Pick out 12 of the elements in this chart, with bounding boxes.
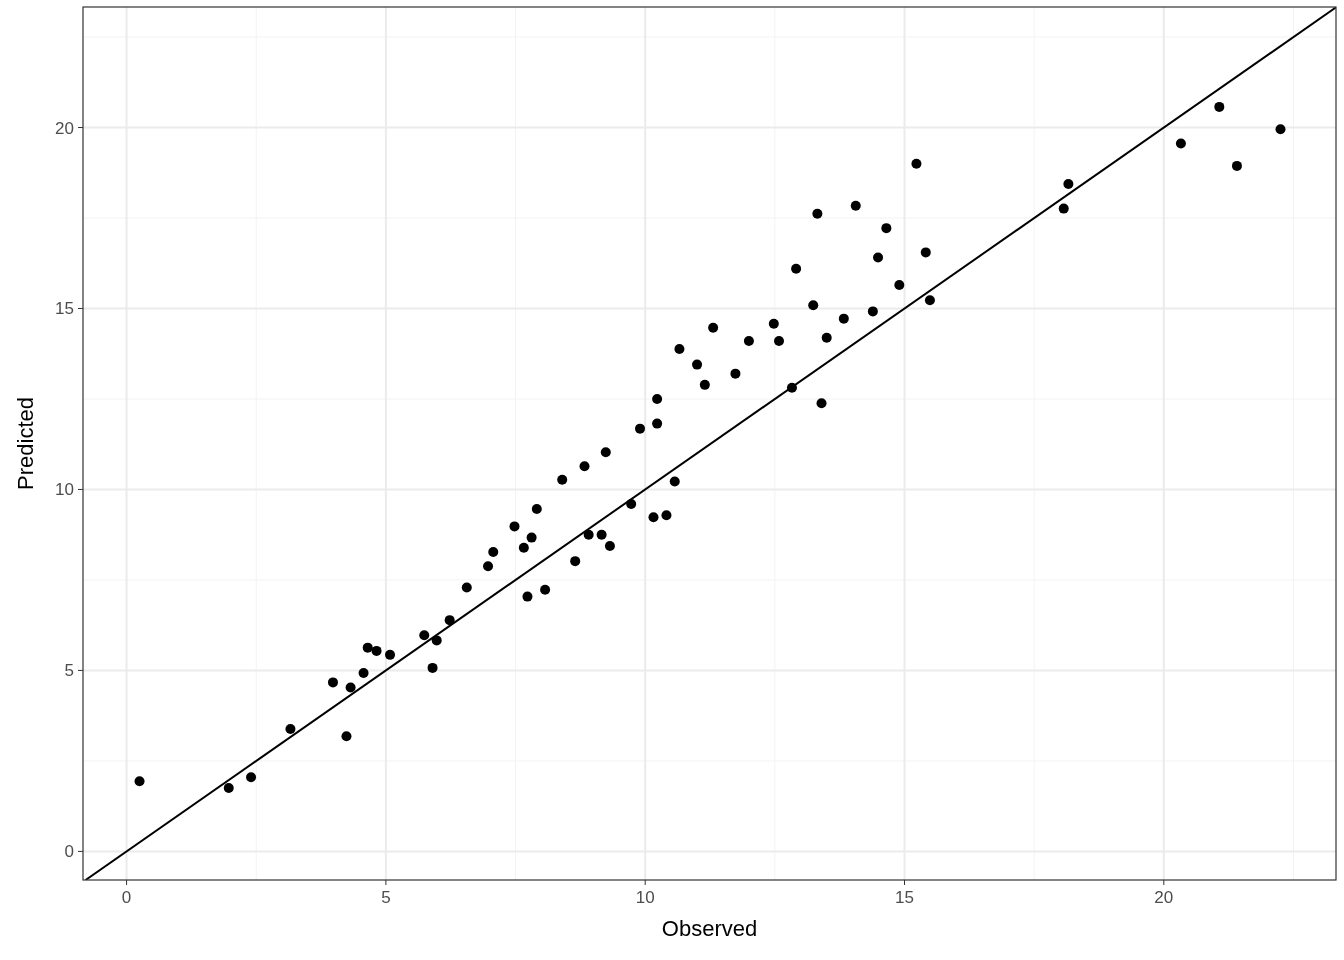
x-tick-label: 0: [121, 888, 132, 907]
y-tick-label: 20: [55, 118, 74, 138]
x-tick-label: 15: [895, 888, 914, 907]
x-tick-label: 20: [1154, 888, 1174, 907]
y-tick-label: 0: [64, 842, 74, 862]
x-axis-title: Observed: [661, 916, 758, 941]
y-tick-label: 5: [64, 661, 74, 681]
y-tick-label: 15: [55, 299, 74, 319]
y-axis-title: Predicted: [13, 397, 38, 490]
x-tick-label: 10: [635, 888, 655, 907]
y-tick-label: 10: [55, 480, 74, 500]
x-tick-label: 5: [381, 888, 391, 907]
